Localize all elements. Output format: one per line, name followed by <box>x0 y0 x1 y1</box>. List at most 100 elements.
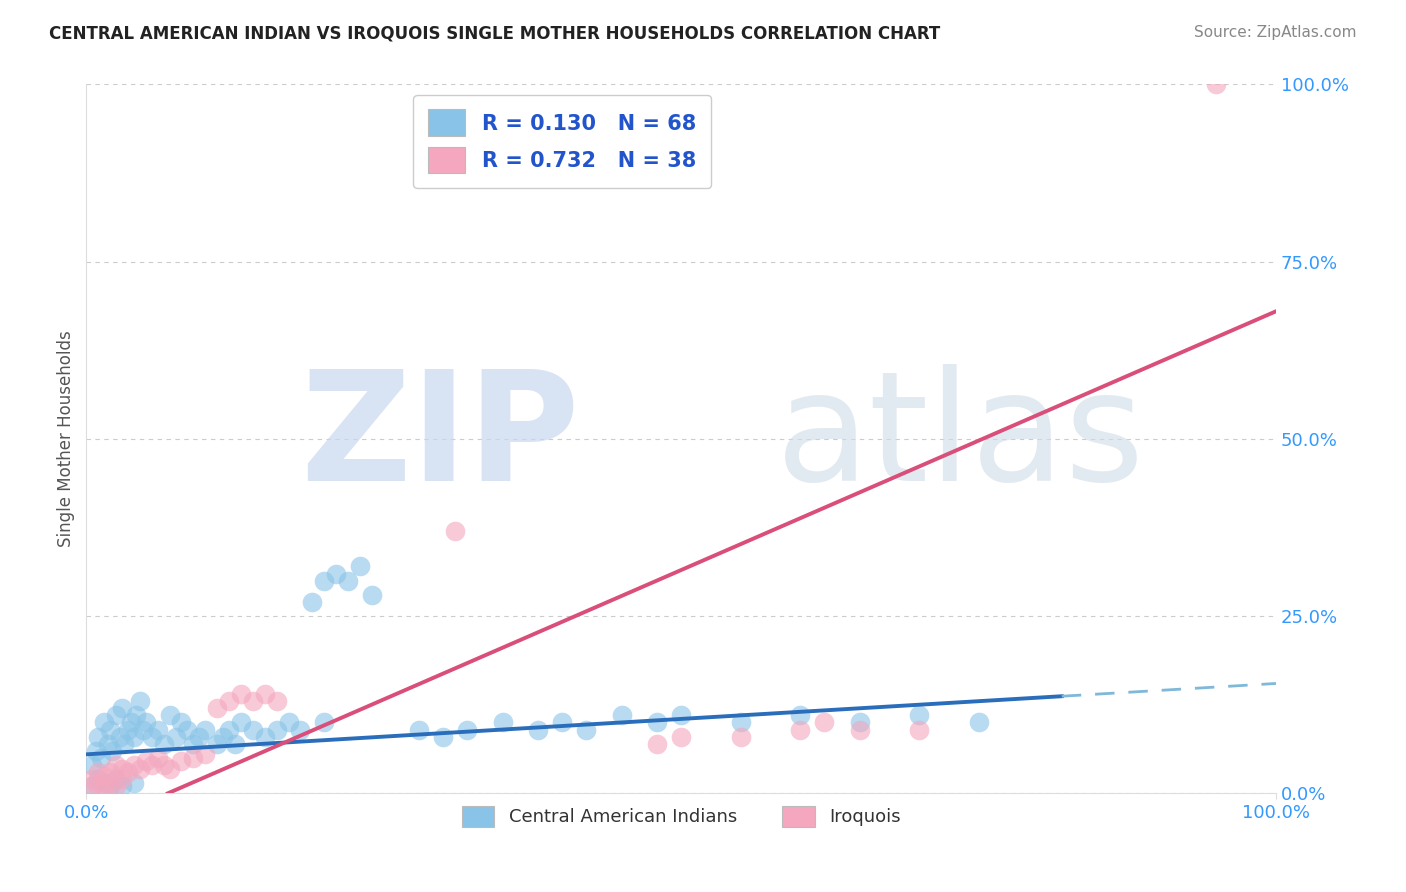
Point <box>188 730 211 744</box>
Point <box>205 737 228 751</box>
Point <box>105 708 128 723</box>
Point <box>82 779 104 793</box>
Point <box>266 694 288 708</box>
Point <box>97 737 120 751</box>
Point <box>848 723 870 737</box>
Point <box>325 566 347 581</box>
Point <box>647 715 669 730</box>
Point <box>98 765 121 780</box>
Point <box>87 765 110 780</box>
Point <box>205 701 228 715</box>
Point <box>111 772 134 787</box>
Point <box>789 723 811 737</box>
Point <box>125 708 148 723</box>
Point <box>301 595 323 609</box>
Point <box>730 715 752 730</box>
Point <box>165 730 187 744</box>
Point <box>105 772 128 787</box>
Point <box>121 715 143 730</box>
Point <box>105 779 128 793</box>
Point <box>82 758 104 772</box>
Point <box>93 779 115 793</box>
Point <box>183 737 205 751</box>
Point <box>87 730 110 744</box>
Point <box>789 708 811 723</box>
Text: CENTRAL AMERICAN INDIAN VS IROQUOIS SINGLE MOTHER HOUSEHOLDS CORRELATION CHART: CENTRAL AMERICAN INDIAN VS IROQUOIS SING… <box>49 25 941 43</box>
Point <box>105 758 128 772</box>
Point <box>194 723 217 737</box>
Point <box>98 775 121 789</box>
Point <box>108 730 131 744</box>
Point <box>93 715 115 730</box>
Point <box>314 574 336 588</box>
Point <box>194 747 217 762</box>
Point <box>848 715 870 730</box>
Y-axis label: Single Mother Households: Single Mother Households <box>58 331 75 548</box>
Point <box>176 723 198 737</box>
Point <box>967 715 990 730</box>
Point <box>575 723 598 737</box>
Point <box>111 779 134 793</box>
Point <box>253 687 276 701</box>
Point <box>112 737 135 751</box>
Point <box>117 723 139 737</box>
Point <box>93 769 115 783</box>
Point <box>128 762 150 776</box>
Point <box>152 737 174 751</box>
Text: atlas: atlas <box>776 365 1146 514</box>
Point <box>111 701 134 715</box>
Point <box>135 755 157 769</box>
Point <box>669 730 692 744</box>
Point <box>170 715 193 730</box>
Point <box>132 723 155 737</box>
Point <box>122 758 145 772</box>
Point <box>146 723 169 737</box>
Point <box>527 723 550 737</box>
Point <box>456 723 478 737</box>
Point <box>218 694 240 708</box>
Point <box>111 762 134 776</box>
Point <box>152 758 174 772</box>
Point <box>349 559 371 574</box>
Point <box>93 775 115 789</box>
Point <box>224 737 246 751</box>
Point <box>218 723 240 737</box>
Point <box>159 708 181 723</box>
Point <box>159 762 181 776</box>
Point <box>730 730 752 744</box>
Text: Source: ZipAtlas.com: Source: ZipAtlas.com <box>1194 25 1357 40</box>
Point <box>314 715 336 730</box>
Point <box>87 779 110 793</box>
Point <box>242 694 264 708</box>
Point <box>337 574 360 588</box>
Point <box>610 708 633 723</box>
Legend: Central American Indians, Iroquois: Central American Indians, Iroquois <box>454 798 908 834</box>
Point <box>360 588 382 602</box>
Point <box>122 775 145 789</box>
Point <box>82 779 104 793</box>
Point <box>98 779 121 793</box>
Point <box>183 751 205 765</box>
Point <box>908 723 931 737</box>
Point <box>432 730 454 744</box>
Point <box>229 687 252 701</box>
Point <box>229 715 252 730</box>
Point <box>128 694 150 708</box>
Point <box>84 744 107 758</box>
Point <box>444 524 467 538</box>
Point <box>141 730 163 744</box>
Point <box>117 765 139 780</box>
Point <box>98 723 121 737</box>
Point <box>408 723 430 737</box>
Point <box>647 737 669 751</box>
Point <box>669 708 692 723</box>
Point <box>90 751 112 765</box>
Point <box>492 715 515 730</box>
Point <box>170 755 193 769</box>
Point <box>101 744 124 758</box>
Point <box>135 715 157 730</box>
Point <box>290 723 312 737</box>
Point <box>242 723 264 737</box>
Point <box>212 730 235 744</box>
Text: ZIP: ZIP <box>301 365 581 514</box>
